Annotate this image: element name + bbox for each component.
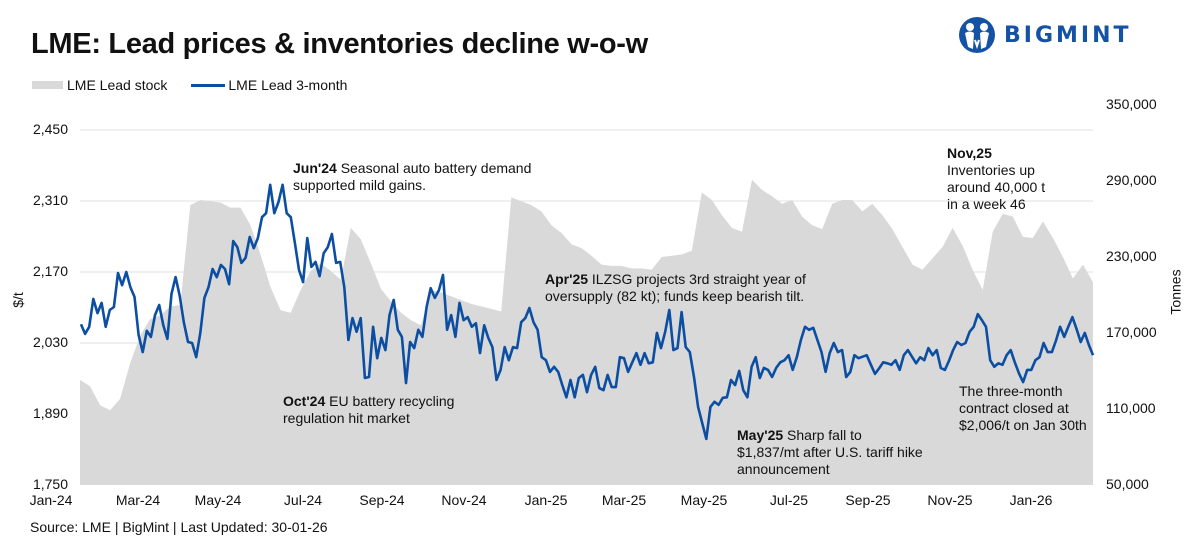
y-right-tick-label: 170,000 bbox=[1106, 324, 1157, 340]
annotation-nov25: Nov,25 Inventories up around 40,000 t in… bbox=[947, 145, 1045, 213]
annotation-may25: May'25 Sharp fall to $1,837/mt after U.S… bbox=[737, 427, 923, 478]
x-tick-label: May-25 bbox=[680, 492, 728, 508]
annotation-nov25-line2: around 40,000 t bbox=[947, 179, 1046, 195]
annotation-may25-line3: announcement bbox=[737, 461, 830, 477]
annotation-may25-bold: May'25 bbox=[737, 427, 784, 443]
annotation-jun24-bold: Jun'24 bbox=[293, 160, 337, 176]
series-area-lme-lead-stock bbox=[80, 179, 1093, 485]
source-note: Source: LME | BigMint | Last Updated: 30… bbox=[30, 519, 328, 535]
x-tick-label: Mar-24 bbox=[115, 492, 161, 508]
y-right-tick-label: 230,000 bbox=[1106, 248, 1157, 264]
annotation-may25-line1: Sharp fall to bbox=[787, 427, 862, 443]
x-tick-label: Jan-25 bbox=[524, 492, 568, 508]
annotation-nov25-line3: in a week 46 bbox=[947, 196, 1026, 212]
y-left-tick-label: 1,890 bbox=[32, 405, 68, 421]
chart-title: LME: Lead prices & inventories decline w… bbox=[31, 28, 648, 60]
legend-price-swatch bbox=[191, 83, 226, 87]
y-right-tick-label: 350,000 bbox=[1106, 96, 1157, 112]
x-tick-label: Jan-24 bbox=[29, 492, 73, 508]
x-tick-label: Nov-25 bbox=[927, 492, 973, 508]
y-left-tick-label: 1,750 bbox=[32, 476, 68, 492]
bigmint-logo-icon bbox=[959, 17, 995, 53]
chart-legend: LME Lead stock LME Lead 3-month bbox=[32, 77, 347, 93]
annotation-jun24-line1: Seasonal auto battery demand bbox=[340, 160, 532, 176]
x-tick-label: Nov-24 bbox=[441, 492, 487, 508]
x-tick-label: Sep-25 bbox=[845, 492, 891, 508]
y-right-tick-label: 50,000 bbox=[1106, 476, 1149, 492]
annotation-oct24-line1: EU battery recycling bbox=[329, 393, 455, 409]
x-tick-label: May-24 bbox=[194, 492, 242, 508]
bigmint-logo-text: BIGMINT bbox=[1004, 22, 1132, 48]
annotation-oct24: Oct'24 EU battery recycling regulation h… bbox=[283, 393, 454, 427]
annotation-close: The three-month contract closed at $2,00… bbox=[959, 383, 1087, 434]
legend-stock-swatch bbox=[32, 81, 63, 89]
annotation-nov25-line1: Inventories up bbox=[947, 162, 1035, 178]
y-left-axis-label: $/t bbox=[9, 292, 26, 308]
y-right-tick-label: 290,000 bbox=[1106, 172, 1157, 188]
y-right-tick-label: 110,000 bbox=[1106, 400, 1156, 416]
annotation-apr25-line2: oversupply (82 kt); funds keep bearish t… bbox=[545, 288, 805, 304]
x-tick-label: Jul-24 bbox=[283, 492, 323, 508]
x-tick-label: Jul-25 bbox=[769, 492, 809, 508]
y-right-axis-label: Tonnes bbox=[1167, 269, 1184, 315]
annotation-oct24-line2: regulation hit market bbox=[283, 410, 410, 426]
legend-price-label: LME Lead 3-month bbox=[228, 77, 348, 93]
annotation-nov25-bold: Nov,25 bbox=[947, 145, 992, 161]
y-left-tick-label: 2,450 bbox=[32, 121, 68, 137]
annotation-apr25-bold: Apr'25 bbox=[545, 271, 589, 287]
annotation-may25-line2: $1,837/mt after U.S. tariff hike bbox=[737, 444, 923, 460]
bigmint-logo: BIGMINT bbox=[958, 16, 1132, 54]
y-left-tick-label: 2,170 bbox=[32, 263, 68, 279]
x-tick-label: Mar-25 bbox=[601, 492, 647, 508]
y-left-tick-label: 2,030 bbox=[32, 334, 68, 350]
annotation-close-line1: The three-month bbox=[959, 383, 1063, 399]
annotation-jun24: Jun'24 Seasonal auto battery demand supp… bbox=[293, 160, 531, 194]
annotation-close-line3: $2,006/t on Jan 30th bbox=[959, 417, 1087, 433]
annotation-apr25-line1: ILZSG projects 3rd straight year of bbox=[591, 271, 806, 287]
annotation-oct24-bold: Oct'24 bbox=[283, 393, 326, 409]
annotation-jun24-line2: supported mild gains. bbox=[293, 177, 427, 193]
x-tick-label: Sep-24 bbox=[359, 492, 405, 508]
annotation-close-line2: contract closed at bbox=[959, 400, 1069, 416]
legend-stock-label: LME Lead stock bbox=[67, 77, 168, 93]
x-tick-label: Jan-26 bbox=[1009, 492, 1053, 508]
annotation-apr25: Apr'25 ILZSG projects 3rd straight year … bbox=[545, 271, 806, 305]
series-line-lme-lead-3-month bbox=[79, 183, 1095, 441]
y-left-tick-label: 2,310 bbox=[32, 192, 68, 208]
